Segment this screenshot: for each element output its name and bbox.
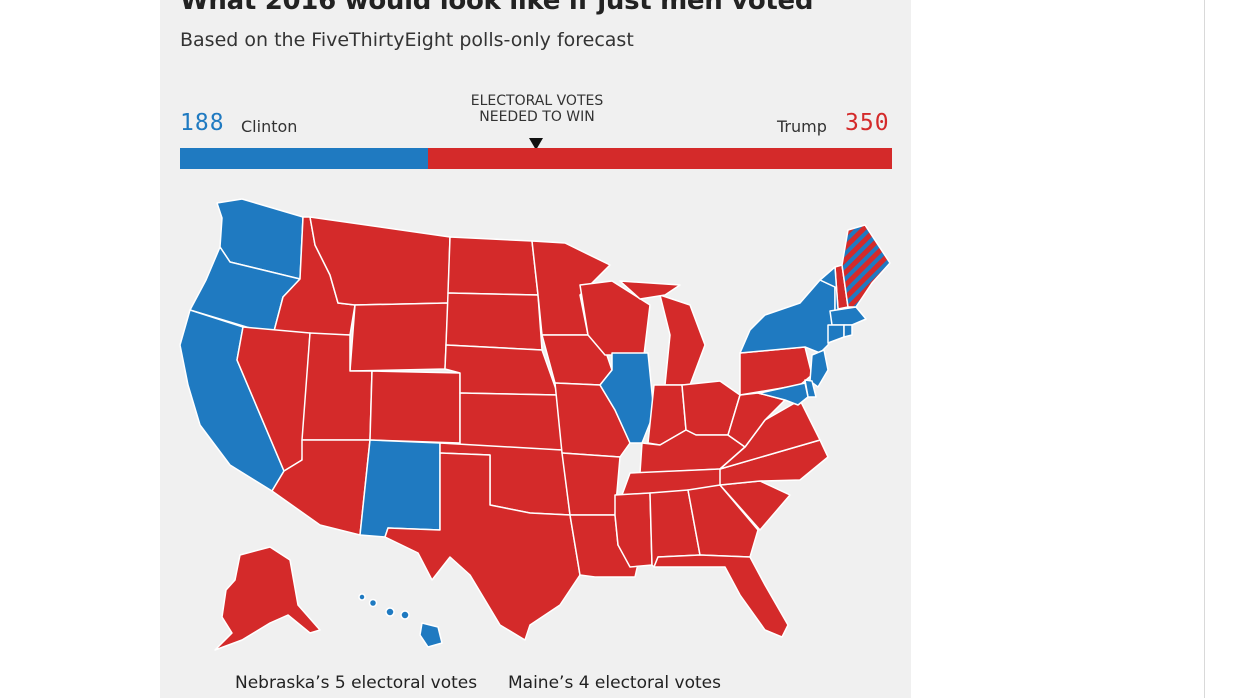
clinton-electoral-votes: 188 bbox=[180, 110, 225, 136]
state-florida bbox=[653, 554, 789, 638]
chart-title: What 2016 would look like if just men vo… bbox=[180, 0, 814, 16]
state-new-york bbox=[739, 279, 836, 354]
state-nebraska bbox=[444, 344, 559, 396]
state-minnesota bbox=[531, 240, 611, 336]
state-massachusetts bbox=[829, 306, 867, 326]
state-arkansas bbox=[561, 452, 621, 516]
state-wyoming bbox=[349, 302, 449, 372]
us-electoral-map bbox=[179, 198, 891, 651]
state-north-dakota bbox=[447, 236, 539, 296]
state-kansas bbox=[459, 392, 563, 451]
state-rhode-island bbox=[843, 324, 853, 338]
page-divider bbox=[1204, 0, 1205, 698]
state-illinois bbox=[599, 352, 655, 444]
state-connecticut bbox=[827, 324, 845, 344]
state-texas bbox=[384, 452, 581, 641]
electoral-vote-bar bbox=[180, 148, 892, 169]
state-maine bbox=[841, 224, 891, 308]
state-colorado bbox=[369, 370, 461, 444]
state-alaska bbox=[214, 546, 321, 651]
state-michigan bbox=[659, 294, 706, 386]
state-hawaii bbox=[358, 593, 443, 648]
state-new-jersey bbox=[809, 349, 829, 388]
votes-needed-line1: ELECTORAL VOTES bbox=[470, 93, 604, 109]
chart-subtitle: Based on the FiveThirtyEight polls-only … bbox=[180, 29, 634, 51]
maine-footnote: Maine’s 4 electoral votes bbox=[508, 673, 721, 693]
trump-bar-segment bbox=[428, 148, 892, 169]
state-south-dakota bbox=[445, 292, 543, 351]
clinton-bar-segment bbox=[180, 148, 429, 169]
nebraska-footnote: Nebraska’s 5 electoral votes bbox=[235, 673, 478, 693]
state-michigan-up bbox=[619, 280, 681, 300]
trump-electoral-votes: 350 bbox=[845, 110, 890, 136]
state-georgia bbox=[687, 484, 759, 558]
votes-needed-line2: NEEDED TO WIN bbox=[479, 109, 595, 125]
state-new-mexico bbox=[359, 439, 441, 538]
state-maryland bbox=[757, 382, 809, 406]
chart-panel: What 2016 would look like if just men vo… bbox=[160, 0, 911, 698]
votes-needed-label: ELECTORAL VOTES NEEDED TO WIN bbox=[437, 93, 637, 125]
trump-label: Trump bbox=[777, 117, 827, 136]
clinton-label: Clinton bbox=[241, 117, 298, 136]
votes-needed-marker-icon bbox=[529, 138, 543, 150]
